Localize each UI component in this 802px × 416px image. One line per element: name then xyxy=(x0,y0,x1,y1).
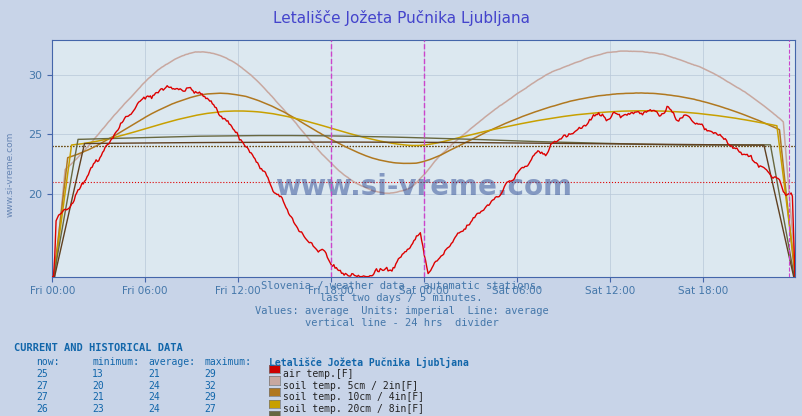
Text: 29: 29 xyxy=(205,392,217,402)
Text: 32: 32 xyxy=(205,381,217,391)
Text: 26: 26 xyxy=(36,404,48,414)
Text: Letališče Jožeta Pučnika Ljubljana: Letališče Jožeta Pučnika Ljubljana xyxy=(269,357,468,368)
Text: vertical line - 24 hrs  divider: vertical line - 24 hrs divider xyxy=(304,318,498,328)
Text: CURRENT AND HISTORICAL DATA: CURRENT AND HISTORICAL DATA xyxy=(14,343,183,353)
Text: www.si-vreme.com: www.si-vreme.com xyxy=(275,173,571,201)
Text: 21: 21 xyxy=(92,392,104,402)
Text: air temp.[F]: air temp.[F] xyxy=(283,369,354,379)
Text: soil temp. 20cm / 8in[F]: soil temp. 20cm / 8in[F] xyxy=(283,404,424,414)
Text: 21: 21 xyxy=(148,369,160,379)
Text: 24: 24 xyxy=(148,404,160,414)
Text: maximum:: maximum: xyxy=(205,357,252,366)
Text: soil temp. 10cm / 4in[F]: soil temp. 10cm / 4in[F] xyxy=(283,392,424,402)
Text: 23: 23 xyxy=(92,404,104,414)
Text: www.si-vreme.com: www.si-vreme.com xyxy=(5,132,14,218)
Text: average:: average: xyxy=(148,357,196,366)
Text: last two days / 5 minutes.: last two days / 5 minutes. xyxy=(320,293,482,303)
Text: minimum:: minimum: xyxy=(92,357,140,366)
Text: now:: now: xyxy=(36,357,59,366)
Text: 24: 24 xyxy=(148,381,160,391)
Text: 27: 27 xyxy=(36,381,48,391)
Text: 24: 24 xyxy=(148,392,160,402)
Text: 29: 29 xyxy=(205,369,217,379)
Text: Letališče Jožeta Pučnika Ljubljana: Letališče Jožeta Pučnika Ljubljana xyxy=(273,10,529,26)
Text: 20: 20 xyxy=(92,381,104,391)
Text: 25: 25 xyxy=(36,369,48,379)
Text: 27: 27 xyxy=(205,404,217,414)
Text: 13: 13 xyxy=(92,369,104,379)
Text: Slovenia / weather data - automatic stations.: Slovenia / weather data - automatic stat… xyxy=(261,281,541,291)
Text: Values: average  Units: imperial  Line: average: Values: average Units: imperial Line: av… xyxy=(254,306,548,316)
Text: 27: 27 xyxy=(36,392,48,402)
Text: soil temp. 5cm / 2in[F]: soil temp. 5cm / 2in[F] xyxy=(283,381,418,391)
